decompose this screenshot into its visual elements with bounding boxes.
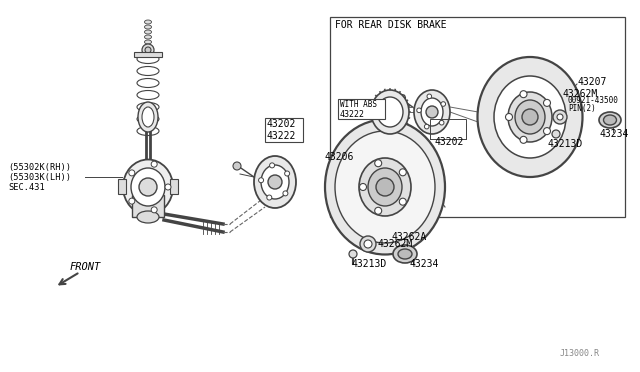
Bar [118, 179, 126, 194]
Circle shape [553, 110, 567, 124]
Text: 43262M: 43262M [378, 239, 413, 249]
Ellipse shape [131, 168, 165, 206]
Ellipse shape [515, 100, 545, 134]
Bar [132, 195, 164, 217]
Text: WITH ABS: WITH ABS [340, 99, 377, 109]
Bar [330, 17, 625, 217]
Text: PIN(2): PIN(2) [568, 103, 596, 112]
Text: FRONT: FRONT [70, 262, 101, 272]
Ellipse shape [359, 158, 411, 216]
Circle shape [552, 130, 560, 138]
Text: 43222: 43222 [267, 131, 296, 141]
Text: 43213D: 43213D [352, 259, 387, 269]
Circle shape [165, 184, 171, 190]
Ellipse shape [477, 57, 582, 177]
Circle shape [440, 121, 444, 125]
Ellipse shape [325, 119, 445, 254]
Ellipse shape [123, 160, 173, 215]
Circle shape [417, 108, 421, 113]
Circle shape [142, 44, 154, 56]
Ellipse shape [398, 249, 412, 259]
Bar [338, 99, 385, 119]
Circle shape [360, 236, 376, 252]
Circle shape [267, 195, 272, 200]
Ellipse shape [142, 107, 154, 127]
Text: 43222: 43222 [340, 109, 365, 119]
Ellipse shape [604, 115, 616, 125]
Text: (55302K(RH)): (55302K(RH)) [8, 163, 71, 171]
Circle shape [557, 114, 563, 120]
Ellipse shape [145, 40, 152, 44]
Text: 43234: 43234 [600, 129, 629, 139]
Text: SEC.431: SEC.431 [8, 183, 45, 192]
Circle shape [399, 169, 406, 176]
Ellipse shape [508, 92, 552, 142]
Circle shape [374, 207, 381, 214]
Ellipse shape [377, 97, 403, 127]
Text: 43234: 43234 [410, 259, 440, 269]
Circle shape [543, 128, 550, 135]
Text: 43206: 43206 [325, 152, 355, 162]
Ellipse shape [368, 168, 402, 206]
Bar [265, 118, 303, 142]
Ellipse shape [137, 211, 159, 223]
Circle shape [520, 136, 527, 143]
Circle shape [283, 191, 288, 196]
Text: 43202: 43202 [267, 119, 296, 129]
Text: 43207: 43207 [578, 77, 607, 87]
Ellipse shape [138, 102, 158, 132]
Text: 43262A: 43262A [392, 232, 428, 242]
Circle shape [349, 250, 357, 258]
Ellipse shape [254, 156, 296, 208]
Circle shape [151, 161, 157, 167]
Circle shape [543, 99, 550, 106]
Ellipse shape [371, 90, 409, 134]
Circle shape [268, 175, 282, 189]
Circle shape [139, 178, 157, 196]
Circle shape [520, 91, 527, 98]
Circle shape [506, 113, 513, 121]
Circle shape [364, 240, 372, 248]
Ellipse shape [145, 35, 152, 39]
Text: 43262M: 43262M [563, 89, 598, 99]
Ellipse shape [393, 245, 417, 263]
Ellipse shape [145, 30, 152, 34]
Bar [170, 179, 178, 194]
Circle shape [129, 198, 135, 204]
Ellipse shape [335, 131, 435, 243]
Circle shape [360, 183, 367, 190]
Text: (55303K(LH)): (55303K(LH)) [8, 173, 71, 182]
Bar [134, 52, 162, 57]
Ellipse shape [421, 98, 443, 126]
Ellipse shape [261, 165, 289, 199]
Text: FOR REAR DISK BRAKE: FOR REAR DISK BRAKE [335, 20, 447, 30]
Circle shape [399, 198, 406, 205]
Text: 43202: 43202 [435, 137, 465, 147]
Circle shape [151, 207, 157, 213]
Circle shape [522, 109, 538, 125]
Circle shape [424, 124, 429, 129]
Circle shape [259, 178, 264, 183]
Ellipse shape [414, 90, 450, 134]
Ellipse shape [145, 25, 152, 29]
Circle shape [129, 170, 135, 176]
Circle shape [233, 162, 241, 170]
Circle shape [374, 160, 381, 167]
Circle shape [145, 47, 151, 53]
Circle shape [427, 94, 431, 99]
Text: 43213D: 43213D [548, 139, 583, 149]
Circle shape [285, 171, 290, 176]
Circle shape [399, 94, 406, 102]
Ellipse shape [145, 20, 152, 24]
Text: J13000.R: J13000.R [560, 350, 600, 359]
Circle shape [441, 102, 445, 106]
Circle shape [426, 106, 438, 118]
Ellipse shape [145, 45, 152, 49]
Circle shape [376, 178, 394, 196]
Circle shape [269, 163, 275, 168]
Bar [430, 119, 466, 139]
Ellipse shape [599, 112, 621, 128]
Text: 00921-43500: 00921-43500 [568, 96, 619, 105]
Ellipse shape [494, 76, 566, 158]
